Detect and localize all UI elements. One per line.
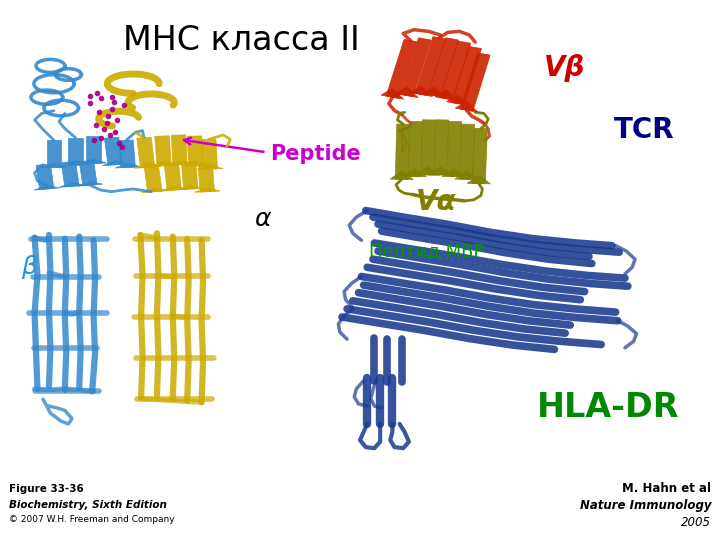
Polygon shape [77, 181, 103, 186]
Polygon shape [421, 120, 436, 175]
Text: Peptide: Peptide [270, 144, 361, 164]
Polygon shape [460, 124, 474, 179]
Polygon shape [68, 138, 83, 165]
Point [101, 119, 112, 127]
Polygon shape [390, 171, 413, 179]
Polygon shape [164, 163, 181, 191]
Polygon shape [142, 187, 168, 193]
Polygon shape [178, 185, 204, 190]
Point [84, 98, 96, 107]
Polygon shape [460, 53, 490, 111]
Point [91, 89, 103, 97]
Polygon shape [395, 87, 418, 98]
Polygon shape [455, 171, 478, 179]
Point [88, 136, 99, 145]
Text: Nature Immunology: Nature Immunology [580, 500, 711, 512]
Polygon shape [59, 183, 85, 187]
Point [108, 97, 120, 106]
Polygon shape [429, 167, 452, 175]
Polygon shape [34, 185, 60, 190]
Point [106, 105, 117, 113]
Polygon shape [455, 102, 478, 112]
Polygon shape [187, 136, 203, 166]
Polygon shape [115, 163, 141, 168]
Polygon shape [183, 161, 209, 166]
Polygon shape [447, 122, 462, 177]
Polygon shape [137, 137, 155, 168]
Point [95, 133, 107, 142]
Point [102, 112, 114, 120]
Polygon shape [381, 89, 404, 99]
Polygon shape [47, 140, 61, 167]
Polygon shape [400, 38, 431, 97]
Point [94, 108, 105, 117]
Text: Biochemistry, Sixth Edition: Biochemistry, Sixth Edition [9, 500, 166, 510]
Polygon shape [151, 161, 177, 166]
Text: Vβ: Vβ [544, 53, 585, 82]
Polygon shape [434, 120, 449, 175]
Polygon shape [440, 41, 471, 100]
Text: 2005: 2005 [681, 516, 711, 529]
Point [112, 116, 123, 124]
Point [113, 138, 125, 147]
Text: M. Hahn et al: M. Hahn et al [622, 482, 711, 495]
Polygon shape [202, 139, 217, 169]
Polygon shape [171, 135, 187, 165]
Polygon shape [446, 95, 469, 106]
Polygon shape [41, 163, 67, 167]
Polygon shape [63, 161, 89, 165]
Polygon shape [81, 159, 107, 163]
Polygon shape [61, 161, 79, 187]
Polygon shape [79, 160, 97, 186]
Point [104, 131, 116, 139]
Text: TCR: TCR [614, 116, 675, 144]
Polygon shape [403, 168, 426, 177]
Polygon shape [415, 37, 446, 96]
Polygon shape [472, 129, 487, 184]
Point [90, 121, 102, 130]
Polygon shape [442, 168, 465, 177]
Polygon shape [36, 164, 54, 190]
Point [99, 124, 110, 133]
Polygon shape [181, 161, 198, 190]
Text: HLA-DR: HLA-DR [537, 391, 680, 424]
Polygon shape [416, 167, 439, 175]
Polygon shape [161, 186, 187, 191]
Polygon shape [198, 164, 215, 192]
Point [106, 93, 117, 102]
Text: МНС класса II: МНС класса II [123, 24, 359, 57]
Point [117, 143, 128, 151]
Text: Figure 33-36: Figure 33-36 [9, 484, 84, 494]
Polygon shape [410, 86, 433, 97]
Polygon shape [167, 160, 193, 165]
Polygon shape [197, 165, 223, 170]
Polygon shape [435, 90, 458, 101]
Point [84, 92, 96, 100]
Text: © 2007 W.H. Freeman and Company: © 2007 W.H. Freeman and Company [9, 515, 174, 524]
Polygon shape [194, 187, 220, 192]
Polygon shape [104, 137, 122, 165]
Text: Vα: Vα [416, 188, 456, 217]
Polygon shape [135, 163, 161, 168]
Polygon shape [102, 160, 128, 166]
Polygon shape [155, 136, 171, 166]
Point [95, 94, 107, 103]
Polygon shape [395, 124, 410, 179]
Polygon shape [144, 164, 162, 192]
Polygon shape [386, 39, 417, 98]
Point [118, 101, 130, 110]
Polygon shape [119, 140, 135, 168]
Polygon shape [86, 136, 101, 163]
Text: Пептид MBP: Пептид MBP [369, 242, 484, 260]
Text: β: β [21, 255, 37, 279]
Polygon shape [408, 122, 423, 177]
Polygon shape [428, 38, 459, 97]
Polygon shape [451, 46, 482, 105]
Text: α: α [255, 207, 271, 231]
Polygon shape [423, 87, 446, 98]
Polygon shape [467, 176, 490, 184]
Point [109, 127, 121, 136]
